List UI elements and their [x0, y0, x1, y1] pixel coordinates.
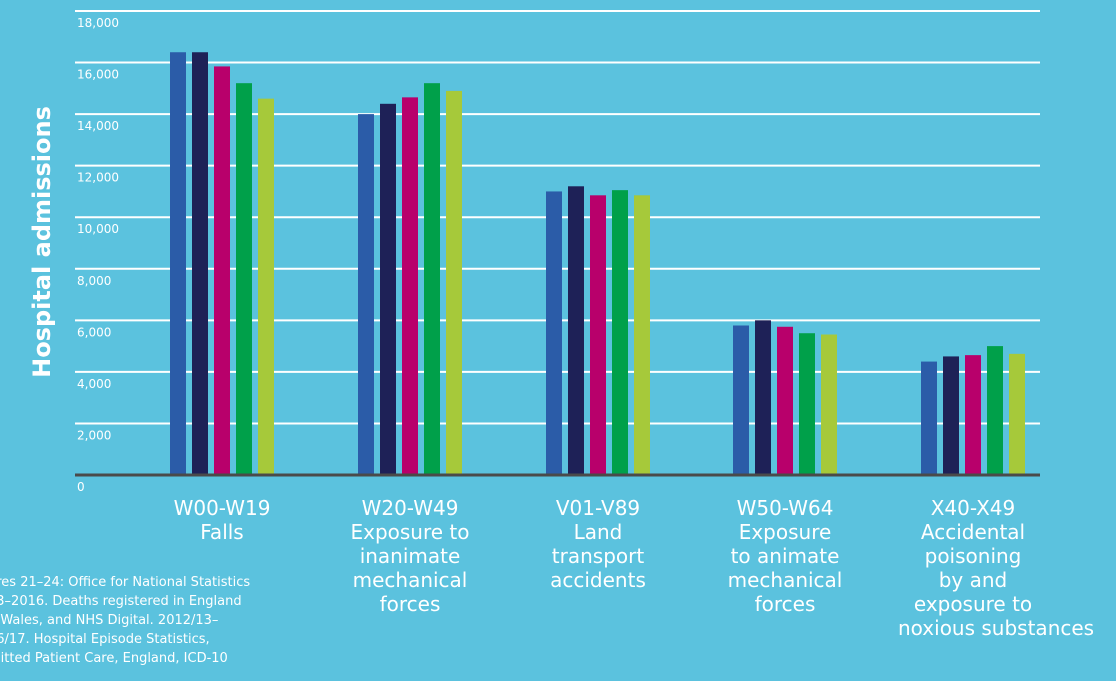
bar: [424, 83, 440, 475]
x-tick-label-line: inanimate: [359, 544, 461, 568]
x-tick-label-line: W20-W49: [361, 496, 459, 520]
bar: [590, 195, 606, 476]
bar: [402, 97, 418, 475]
bar: [987, 346, 1003, 475]
x-tick-label: V01-V89 Land transport accidents: [523, 496, 673, 592]
bar: [170, 52, 186, 475]
x-tick-label: W50-W64 Exposure to animate mechanical force…: [710, 496, 860, 616]
bar: [777, 326, 793, 475]
x-tick-label-line: noxious substances: [898, 616, 1095, 640]
y-tick-label: 6,000: [77, 325, 111, 339]
source-note-line: 13–2016. Deaths registered in England: [0, 594, 242, 609]
bar: [921, 361, 937, 475]
x-tick-label-line: W50-W64: [736, 496, 834, 520]
bar: [733, 325, 749, 475]
bar: [258, 98, 274, 476]
x-tick-label-line: Accidental: [920, 520, 1026, 544]
x-tick-label-line: to animate: [730, 544, 840, 568]
y-tick-label: 14,000: [77, 119, 119, 133]
source-note-line: 16/17. Hospital Episode Statistics,: [0, 632, 210, 647]
source-note-line: d Wales, and NHS Digital. 2012/13–: [0, 613, 219, 628]
y-tick-label: 12,000: [77, 171, 119, 185]
y-tick-label: 2,000: [77, 428, 111, 442]
x-tick-label-line: mechanical: [727, 568, 843, 592]
y-tick-label: 16,000: [77, 68, 119, 82]
x-tick-label-line: X40-X49: [930, 496, 1016, 520]
y-axis-title: Hospital admissions: [28, 106, 56, 378]
x-tick-label-line: transport: [551, 544, 645, 568]
bar: [380, 103, 396, 476]
bar: [214, 66, 230, 475]
x-tick-label-line: Exposure to: [350, 520, 470, 544]
x-tick-label: W00-W19 Falls: [147, 496, 297, 544]
y-tick-label: 10,000: [77, 222, 119, 236]
bar: [634, 195, 650, 476]
bar: [568, 186, 584, 476]
bar: [612, 190, 628, 475]
x-tick-label-line: forces: [754, 592, 816, 616]
x-tick-label-line: Exposure: [738, 520, 832, 544]
y-tick-label: 18,000: [77, 16, 119, 30]
x-tick-label-line: exposure to: [913, 592, 1033, 616]
x-tick-label-line: accidents: [550, 568, 646, 592]
bar: [236, 83, 252, 475]
bar: [755, 320, 771, 475]
source-note-line: mitted Patient Care, England, ICD-10: [0, 651, 228, 666]
y-tick-label: 4,000: [77, 377, 111, 391]
bar: [192, 52, 208, 475]
x-tick-label-line: V01-V89: [555, 496, 641, 520]
source-note-line: ures 21–24: Office for National Statisti…: [0, 575, 251, 590]
bar: [446, 90, 462, 476]
x-tick-label-line: Falls: [200, 520, 244, 544]
bar: [799, 333, 815, 475]
bar: [965, 355, 981, 475]
bar: [358, 114, 374, 475]
source-note: ures 21–24: Office for National Statisti…: [0, 573, 328, 668]
bar: [1009, 353, 1025, 475]
x-tick-label-line: forces: [379, 592, 441, 616]
x-tick-label-line: Land: [573, 520, 623, 544]
y-tick-label: 0: [77, 480, 85, 494]
x-tick-label-line: mechanical: [352, 568, 468, 592]
x-tick-label-line: poisoning: [924, 544, 1022, 568]
bar: [821, 334, 837, 475]
x-tick-label-line: W00-W19: [173, 496, 271, 520]
x-tick-label: X40-X49 Accidental poisoning by and exposure…: [898, 496, 1095, 640]
x-tick-label-line: by and: [938, 568, 1008, 592]
y-tick-label: 8,000: [77, 274, 111, 288]
bar: [546, 191, 562, 475]
bar: [943, 356, 959, 475]
x-tick-label: W20-W49 Exposure to inanimate mechanical for…: [335, 496, 485, 616]
